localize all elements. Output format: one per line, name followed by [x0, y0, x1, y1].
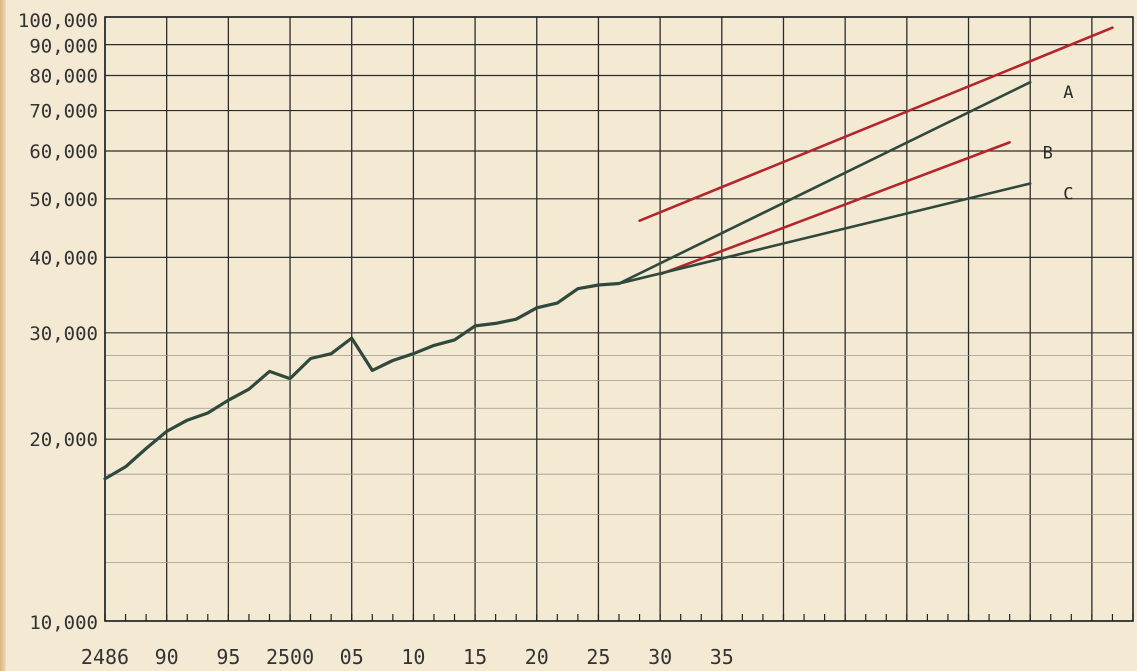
- y-tick-label: 100,000: [18, 10, 98, 32]
- x-tick-label: 2500: [266, 645, 314, 669]
- x-tick-label: 90: [155, 645, 179, 669]
- x-tick-label: 30: [648, 645, 672, 669]
- y-tick-label: 50,000: [29, 189, 98, 211]
- series-line-5: [638, 26, 1114, 222]
- x-tick-label: 10: [401, 645, 425, 669]
- y-tick-label: 70,000: [29, 101, 98, 123]
- y-tick-label: 90,000: [29, 36, 98, 58]
- series-lines: A B C: [103, 26, 1114, 481]
- y-tick-label: 40,000: [29, 247, 98, 269]
- tick-labels: 2486 90 95 2500 05 10 15 20 25 30 35 100,000 90,000 8…: [18, 10, 734, 669]
- series-line-c: [617, 182, 1032, 285]
- series-line-b: [658, 141, 1011, 276]
- y-tick-label: 30,000: [29, 323, 98, 345]
- x-tick-label: 25: [586, 645, 610, 669]
- x-tick-label: 15: [463, 645, 487, 669]
- x-tick-label: 95: [216, 645, 240, 669]
- series-line-a: [617, 80, 1032, 285]
- y-tick-label: 10,000: [29, 612, 98, 634]
- x-tick-label: 2486: [81, 645, 129, 669]
- paper-edge: [0, 0, 6, 671]
- x-tick-label: 20: [525, 645, 549, 669]
- y-tick-label: 60,000: [29, 141, 98, 163]
- x-tick-label: 35: [710, 645, 734, 669]
- series-label-c: C: [1063, 185, 1073, 205]
- x-tick-label: 05: [340, 645, 364, 669]
- series-line-1: [103, 281, 621, 481]
- y-tick-label: 80,000: [29, 66, 98, 88]
- grid: [104, 16, 1134, 622]
- series-label-b: B: [1043, 143, 1053, 163]
- series-label-a: A: [1063, 83, 1073, 103]
- tick-marks: [104, 614, 1134, 621]
- y-tick-label: 20,000: [29, 429, 98, 451]
